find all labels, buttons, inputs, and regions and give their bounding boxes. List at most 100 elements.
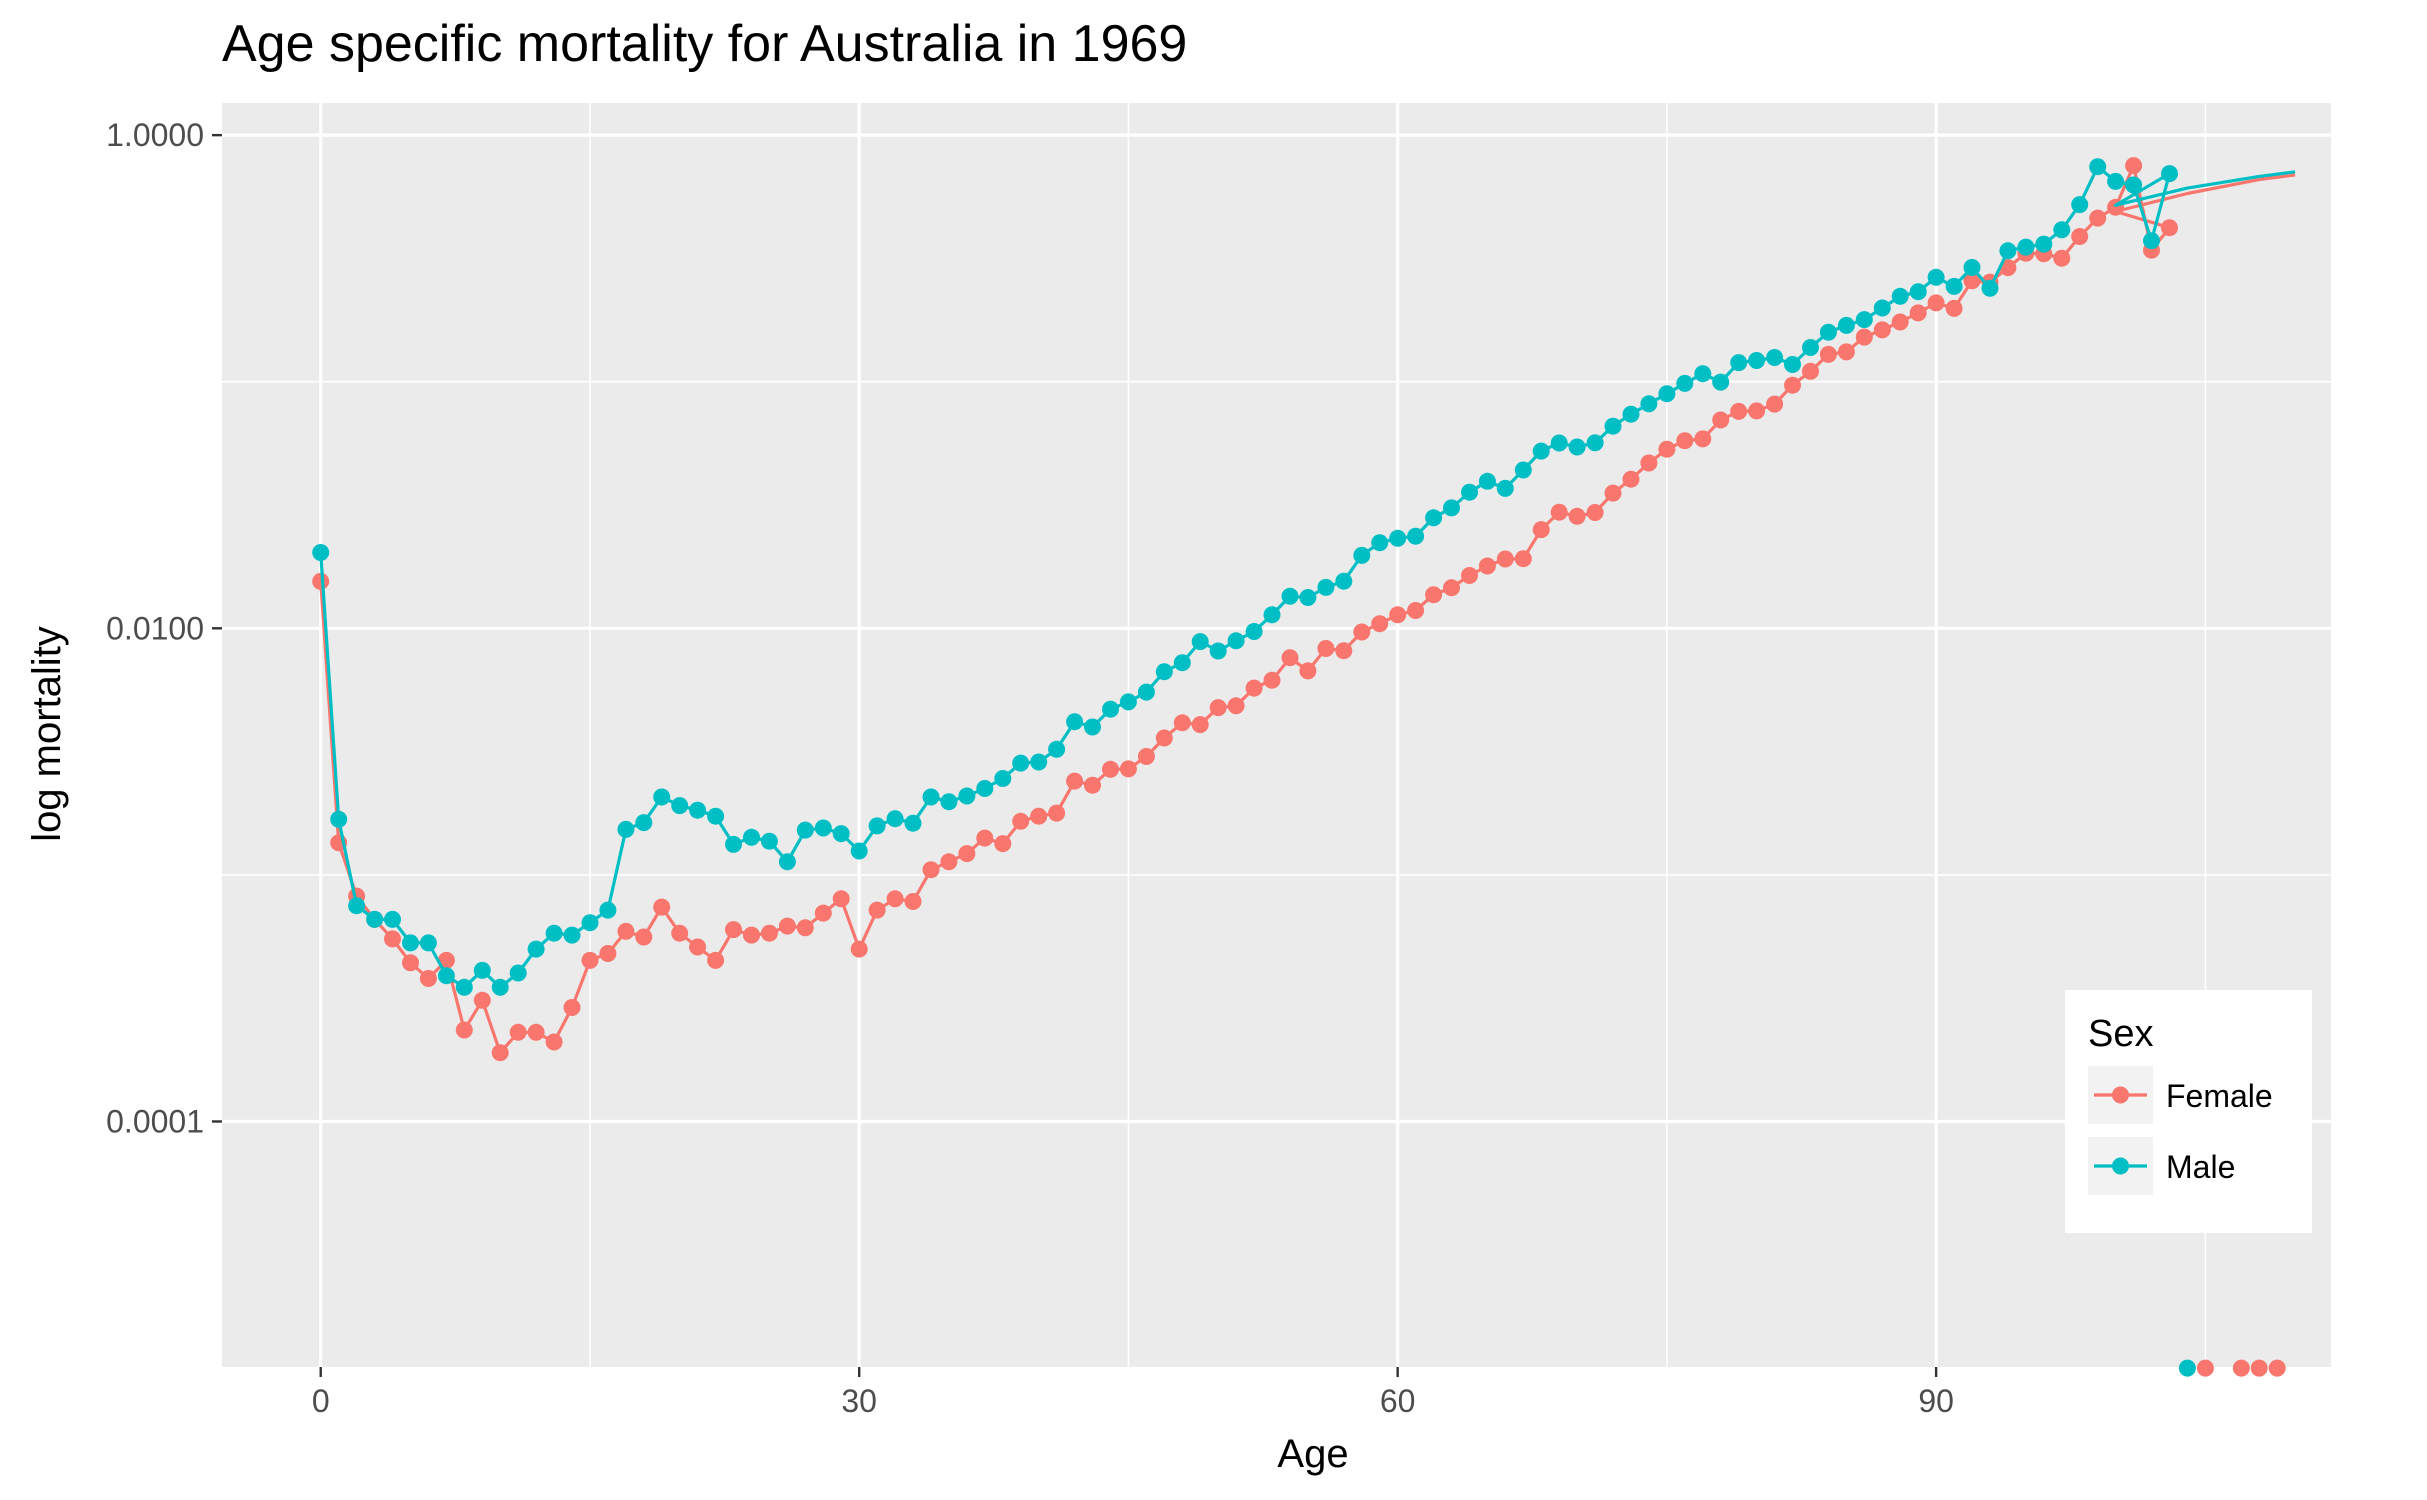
male-point [1371, 534, 1389, 552]
x-tick-label: 30 [841, 1383, 877, 1419]
male-point [635, 814, 653, 832]
female-point [922, 861, 940, 879]
female-point [1066, 772, 1084, 790]
female-point [2089, 209, 2107, 227]
male-point [743, 828, 760, 846]
female-point [1891, 313, 1909, 331]
female-point [581, 951, 599, 969]
female-point [850, 940, 868, 958]
male-point [1084, 718, 1101, 736]
male-point [617, 820, 635, 838]
female-point [1514, 550, 1532, 568]
male-point [419, 934, 437, 952]
female-point [1084, 776, 1101, 794]
male-point [1676, 374, 1694, 392]
female-point [1855, 328, 1873, 346]
female-point [1048, 804, 1066, 822]
series-layer [312, 157, 2296, 1377]
female-point [707, 951, 725, 969]
male-point [1927, 268, 1945, 286]
male-point [2035, 235, 2053, 253]
male-point [1155, 663, 1173, 681]
male-point [707, 807, 725, 825]
legend-point-male [2112, 1157, 2129, 1175]
legend-title: Sex [2088, 1013, 2153, 1055]
female-point [1766, 395, 1784, 413]
female-point [1909, 304, 1927, 322]
female-point [1604, 484, 1622, 502]
male-point [653, 788, 671, 806]
male-point [1712, 373, 1730, 391]
male-point [455, 978, 473, 996]
female-point [2161, 219, 2178, 237]
male-point [2071, 196, 2089, 214]
male-point [1137, 683, 1155, 701]
male-point [1909, 283, 1927, 301]
male-point [1443, 499, 1460, 517]
male-point [1353, 546, 1371, 564]
female-point [1263, 671, 1281, 689]
male-point [1389, 529, 1407, 547]
male-point [1855, 311, 1873, 329]
female-point [635, 928, 653, 946]
legend: Sex Female Male [2065, 990, 2312, 1233]
male-point [366, 910, 384, 928]
female-point [1837, 343, 1855, 361]
female-point [904, 893, 922, 910]
male-point [2017, 238, 2035, 256]
male-point [976, 780, 994, 797]
female-point [2250, 1359, 2268, 1377]
female-point [1191, 716, 1209, 734]
legend-label-male: Male [2166, 1149, 2235, 1185]
female-point [1155, 729, 1173, 747]
female-point [312, 572, 330, 590]
female-point [1963, 272, 1981, 290]
female-point [617, 922, 635, 940]
female-point [760, 924, 778, 942]
male-point [330, 810, 348, 828]
female-point [1030, 807, 1048, 825]
female-point [689, 938, 707, 956]
male-point [527, 940, 545, 958]
male-point [1604, 417, 1622, 435]
male-point [1802, 339, 1819, 356]
male-point [473, 961, 491, 979]
female-series [312, 157, 2296, 1377]
female-point [1586, 504, 1604, 521]
male-point [1245, 623, 1263, 640]
plot-panel [222, 103, 2331, 1367]
x-tick-label: 60 [1380, 1383, 1416, 1419]
male-point [1407, 527, 1425, 545]
female-point [1640, 454, 1658, 472]
male-point [850, 842, 868, 860]
male-point [2178, 1359, 2196, 1377]
female-point [1245, 679, 1263, 697]
male-point [2089, 158, 2107, 176]
male-point [1945, 277, 1963, 295]
male-point [2125, 176, 2143, 194]
male-point [1425, 509, 1443, 527]
male-point [1066, 713, 1084, 731]
legend-label-female: Female [2166, 1078, 2273, 1114]
male-point [760, 832, 778, 850]
female-point [1819, 345, 1837, 363]
male-point [2107, 172, 2125, 190]
female-point [958, 845, 976, 863]
y-tick-label: 0.0001 [106, 1103, 204, 1139]
female-point [814, 904, 832, 922]
male-point [491, 978, 509, 996]
male-point [1478, 472, 1496, 490]
male-point [402, 934, 419, 952]
female-point [419, 970, 437, 987]
female-point [599, 945, 617, 962]
male-point [1012, 754, 1030, 772]
female-point [1317, 640, 1335, 657]
x-tick-label: 90 [1918, 1383, 1954, 1419]
male-point [1532, 442, 1550, 460]
female-point [509, 1023, 527, 1041]
male-point [868, 817, 886, 835]
male-point [1461, 483, 1478, 501]
male-point [1119, 693, 1137, 711]
male-point [437, 967, 455, 985]
